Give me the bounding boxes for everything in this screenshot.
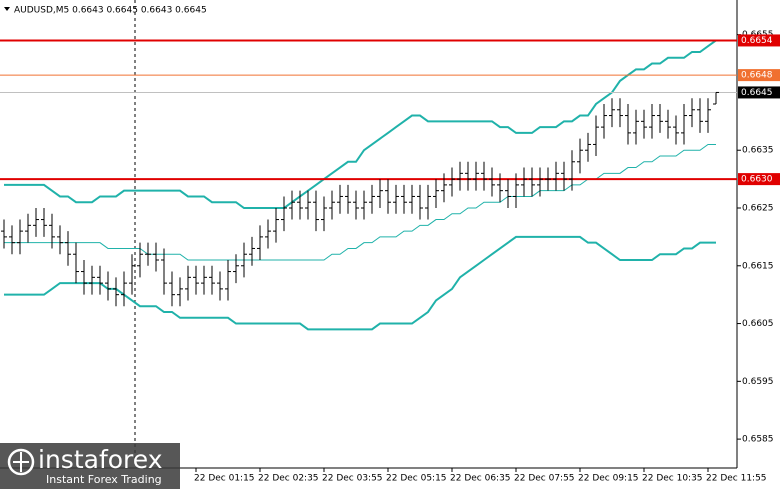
last-price-box	[738, 86, 780, 99]
level-label: 0.6648	[741, 71, 773, 81]
collapse-arrow	[4, 7, 10, 11]
chart-title: AUDUSD,M5 0.6643 0.6645 0.6643 0.6645	[14, 6, 207, 16]
x-tick-label: 22 Dec 10:35	[642, 474, 703, 484]
y-tick-label: 0.6595	[742, 377, 774, 387]
y-tick-label: 0.6625	[742, 204, 774, 214]
x-tick-label: 22 Dec 03:55	[322, 474, 383, 484]
y-tick-label: 0.6605	[742, 319, 774, 329]
x-tick-label: 22 Dec 01:15	[194, 474, 255, 484]
x-tick-label: 22 Dec 02:35	[258, 474, 319, 484]
x-tick-label: 22 Dec 07:55	[514, 474, 575, 484]
x-tick-label: 22 Dec 05:15	[386, 474, 447, 484]
level-label-box	[738, 173, 780, 186]
logo: instaforex Instant Forex Trading	[0, 443, 180, 489]
logo-icon-cross	[13, 452, 29, 472]
x-tick-label: 22 Dec 06:35	[450, 474, 511, 484]
logo-tagline: Instant Forex Trading	[46, 473, 162, 486]
y-tick-label: 0.6615	[742, 261, 774, 271]
x-tick-label: 22 Dec 11:55	[706, 474, 767, 484]
x-tick-label: 22 Dec 09:15	[578, 474, 639, 484]
last-price-label: 0.6645	[741, 88, 773, 98]
level-label: 0.6630	[741, 175, 773, 185]
level-label-box	[738, 34, 780, 47]
bollinger-band	[4, 235, 716, 331]
logo-box	[0, 443, 180, 489]
y-tick-label: 0.6635	[742, 146, 774, 156]
level-label: 0.6654	[741, 36, 773, 46]
y-tick-label: 0.6585	[742, 435, 774, 445]
bollinger-band	[4, 39, 717, 209]
logo-name: instaforex	[38, 445, 163, 474]
level-label-box	[738, 69, 780, 82]
logo-icon	[7, 448, 35, 476]
